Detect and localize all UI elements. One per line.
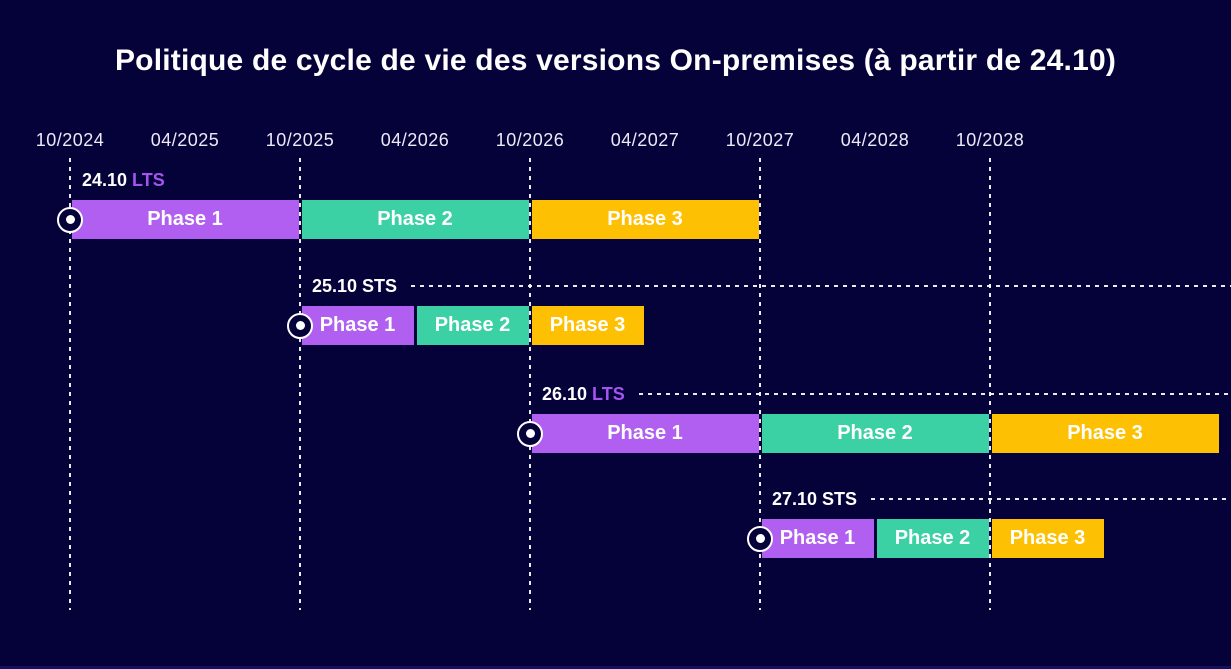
phase-bar: Phase 1 [531,414,759,453]
vertical-gridline [69,158,71,610]
vertical-gridline [989,158,991,610]
version-number: 24.10 [82,170,133,190]
chart-title: Politique de cycle de vie des versions O… [114,44,1117,77]
axis-tick-label: 04/2028 [840,130,910,150]
release-start-marker-icon [747,525,773,552]
release-start-marker-icon [517,420,543,447]
axis-tick-label: 10/2028 [955,130,1025,150]
version-number: 25.10 [312,276,363,296]
phase-bar: Phase 1 [301,306,414,345]
version-label: 26.10 LTS [542,384,625,405]
version-number: 26.10 [542,384,593,404]
axis-tick-label: 10/2025 [265,130,335,150]
phase-bar: Phase 1 [761,519,874,558]
phase-bar: Phase 2 [761,414,989,453]
channel-tag: LTS [592,384,625,404]
phase-bar: Phase 3 [991,519,1104,558]
channel-tag: STS [822,489,858,509]
vertical-gridline [529,158,531,610]
version-label: 25.10 STS [312,276,397,297]
phase-bar: Phase 3 [531,306,644,345]
vertical-gridline [759,158,761,610]
horizontal-dashed-line [639,393,1231,395]
version-label: 24.10 LTS [82,170,165,191]
vertical-gridline [299,158,301,610]
phase-bar: Phase 2 [876,519,989,558]
axis-tick-label: 10/2024 [35,130,105,150]
axis-tick-label: 04/2027 [610,130,680,150]
channel-tag: LTS [132,170,165,190]
phase-bar: Phase 3 [991,414,1219,453]
axis-tick-label: 10/2027 [725,130,795,150]
axis-tick-label: 04/2025 [150,130,220,150]
marker-dot [295,321,305,330]
marker-dot [525,429,535,438]
axis-tick-label: 04/2026 [380,130,450,150]
axis-tick-label: 10/2026 [495,130,565,150]
phase-bar: Phase 2 [301,200,529,239]
release-start-marker-icon [287,312,313,339]
phase-bar: Phase 3 [531,200,759,239]
channel-tag: STS [362,276,398,296]
horizontal-dashed-line [871,498,1231,500]
bottom-edge-strip [0,666,1231,669]
release-start-marker-icon [57,206,83,233]
horizontal-dashed-line [411,285,1231,287]
phase-bar: Phase 2 [416,306,529,345]
version-label: 27.10 STS [772,489,857,510]
marker-dot [65,215,75,224]
marker-dot [755,534,765,543]
version-number: 27.10 [772,489,823,509]
phase-bar: Phase 1 [71,200,299,239]
